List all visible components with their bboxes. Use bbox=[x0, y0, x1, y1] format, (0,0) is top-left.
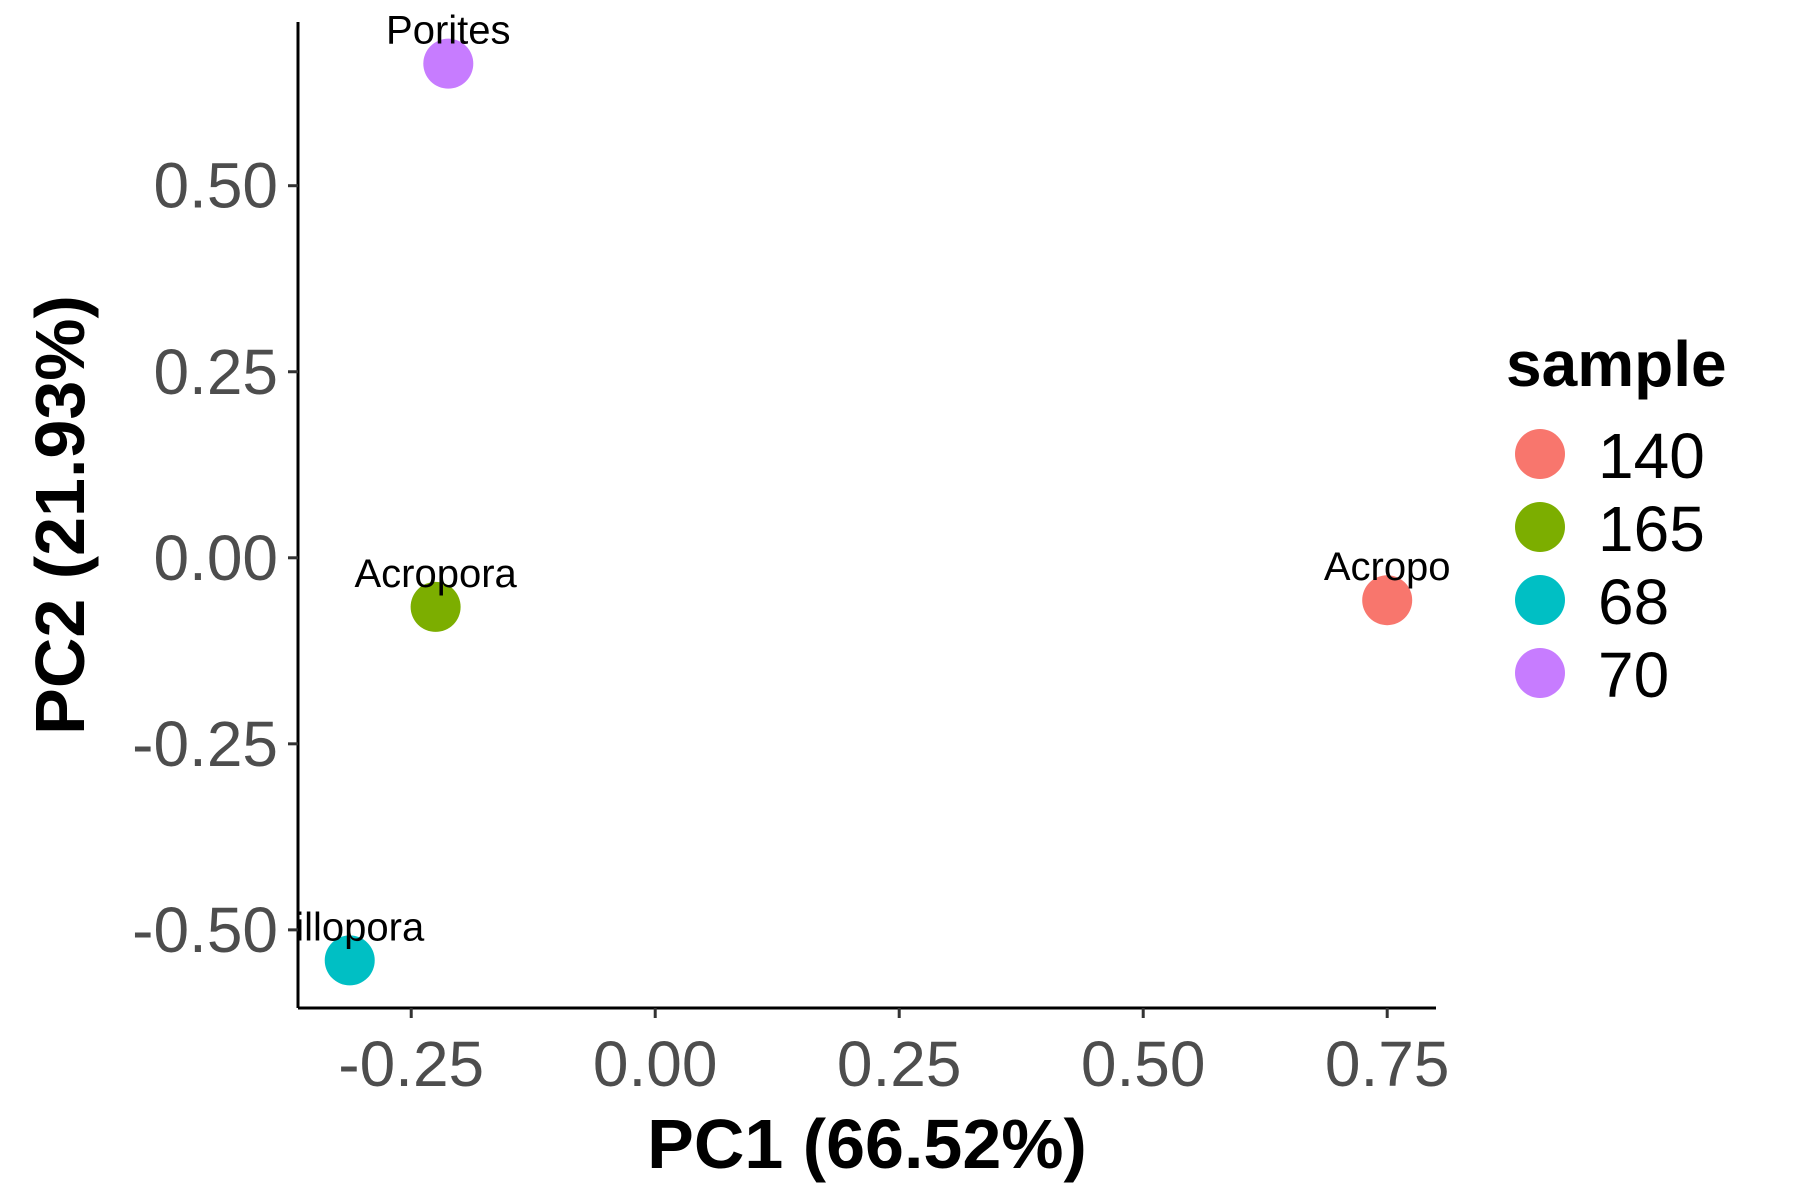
point-label-140: Acropo bbox=[1324, 545, 1451, 589]
legend-key-140 bbox=[1515, 429, 1565, 479]
data-point-68 bbox=[324, 935, 375, 986]
data-point-165 bbox=[410, 581, 461, 632]
y-tick-label: 0.50 bbox=[153, 150, 278, 222]
points-layer bbox=[324, 38, 1413, 986]
legend-key-165 bbox=[1515, 502, 1565, 552]
data-point-140 bbox=[1362, 575, 1413, 626]
legend-label-140: 140 bbox=[1598, 420, 1705, 492]
legend-key-68 bbox=[1515, 575, 1565, 625]
point-label-68: cillopora bbox=[275, 905, 425, 949]
legend-label-165: 165 bbox=[1598, 493, 1705, 565]
y-tick-label: -0.50 bbox=[132, 894, 278, 966]
x-tick-label: 0.50 bbox=[1081, 1028, 1206, 1100]
axes bbox=[296, 22, 1436, 1010]
y-tick-label: 0.00 bbox=[153, 522, 278, 594]
point-labels-layer: Acropo Acropora cillopora Porites bbox=[275, 9, 1451, 950]
y-ticks: -0.50 -0.25 0.00 0.25 0.50 bbox=[132, 150, 298, 966]
x-tick-label: -0.25 bbox=[338, 1028, 484, 1100]
legend-label-70: 70 bbox=[1598, 639, 1669, 711]
y-tick-label: -0.25 bbox=[132, 708, 278, 780]
point-label-165: Acropora bbox=[354, 552, 517, 596]
legend-title: sample bbox=[1506, 328, 1727, 400]
data-point-70 bbox=[423, 38, 474, 89]
point-label-70: Porites bbox=[386, 9, 511, 53]
x-tick-label: 0.75 bbox=[1325, 1028, 1450, 1100]
legend-key-70 bbox=[1515, 648, 1565, 698]
x-axis-title: PC1 (66.52%) bbox=[647, 1105, 1087, 1183]
legend-label-68: 68 bbox=[1598, 566, 1669, 638]
y-tick-label: 0.25 bbox=[153, 336, 278, 408]
x-tick-label: 0.25 bbox=[837, 1028, 962, 1100]
x-tick-label: 0.00 bbox=[593, 1028, 718, 1100]
y-axis-title: PC2 (21.93%) bbox=[21, 295, 99, 735]
x-ticks: -0.25 0.00 0.25 0.50 0.75 bbox=[338, 1008, 1449, 1100]
